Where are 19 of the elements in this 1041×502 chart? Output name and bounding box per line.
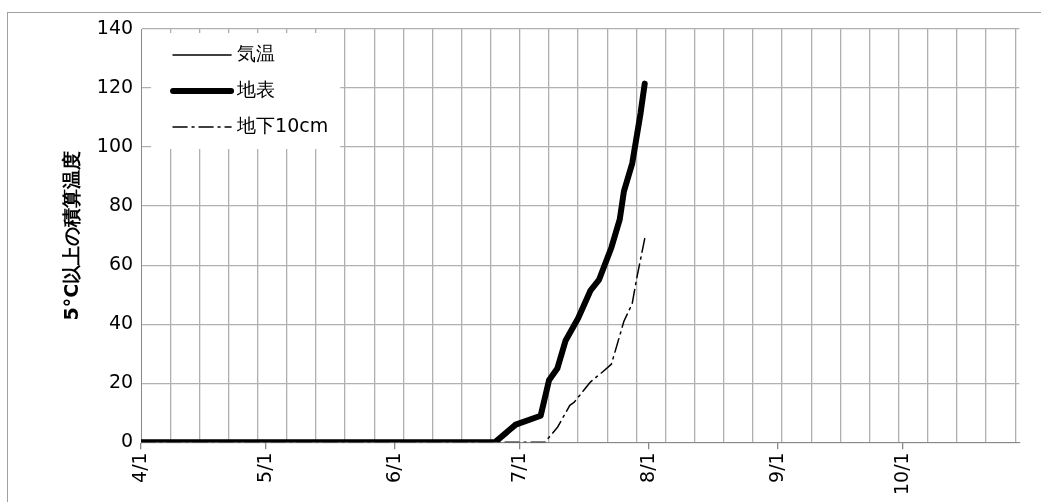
y-tick-label: 80	[108, 193, 134, 216]
x-tick-label: 4/1	[128, 452, 150, 483]
x-tick-label: 6/1	[381, 452, 404, 483]
y-tick-label: 140	[96, 15, 134, 38]
legend-label: 気温	[237, 41, 276, 64]
y-tick-label: 120	[96, 74, 134, 97]
legend-label: 地表	[236, 77, 276, 100]
y-tick-label: 20	[108, 370, 134, 393]
x-tick-label: 10/1	[889, 452, 912, 496]
y-tick-label: 60	[108, 252, 134, 275]
x-tick-label: 8/1	[635, 452, 658, 483]
y-axis-title: 5°C以上の積算温度	[60, 150, 83, 321]
x-tick-label: 7/1	[506, 452, 529, 483]
x-tick-label: 9/1	[764, 452, 787, 483]
y-tick-label: 0	[120, 429, 134, 452]
legend-label: 地下10cm	[236, 113, 329, 136]
x-tick-label: 5/1	[252, 452, 275, 483]
y-tick-label: 100	[96, 134, 134, 157]
y-tick-label: 40	[108, 311, 134, 334]
